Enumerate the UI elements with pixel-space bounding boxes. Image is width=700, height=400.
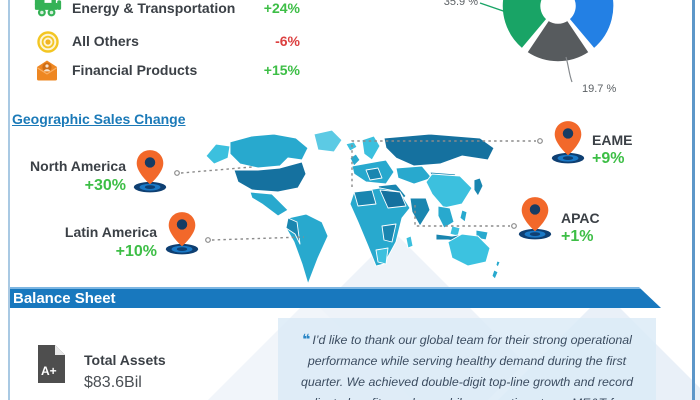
region-change: +1%: [561, 228, 594, 245]
sector-label: Energy & Transportation: [72, 0, 236, 16]
total-assets-label: Total Assets: [84, 352, 166, 368]
sector-label: Financial Products: [72, 62, 198, 78]
donut-label-gray: 19.7 %: [582, 83, 617, 95]
target-icon: [37, 31, 59, 58]
page-border-right: [692, 0, 695, 400]
page-border-left: [8, 0, 10, 400]
executive-quote-text: ❝ I’d like to thank our global team for t…: [295, 329, 639, 400]
parcel-icon: [35, 59, 59, 87]
region-name: APAC: [561, 210, 600, 226]
donut-slice-green: [501, 0, 549, 50]
region-change: +10%: [115, 243, 157, 260]
connector-dot: [174, 170, 180, 176]
segment-donut-chart: [501, 0, 615, 63]
total-assets-block: A+ Total Assets $83.6Bil: [36, 344, 166, 391]
quote-body: I’d like to thank our global team for th…: [301, 333, 633, 400]
total-assets-value: $83.6Bil: [84, 374, 142, 391]
quote-mark-icon: ❝: [302, 331, 310, 347]
map-pin-apac: [516, 196, 554, 245]
locomotive-icon: [34, 0, 62, 23]
world-map: [205, 130, 501, 285]
region-name: Latin America: [64, 224, 157, 240]
sector-change: +24%: [263, 0, 300, 16]
donut-slice-gray: [525, 19, 591, 63]
region-name: EAME: [592, 132, 633, 148]
document-a-plus-icon: A+: [38, 345, 65, 383]
map-pin-latin-america: [163, 211, 201, 260]
sector-change: +15%: [263, 62, 300, 78]
sector-label: All Others: [72, 33, 139, 49]
executive-quote-box: ❝ I’d like to thank our global team for t…: [278, 318, 656, 400]
map-pin-eame: [549, 120, 587, 169]
map-pin-north-america: [131, 149, 169, 198]
region-change: +9%: [592, 150, 625, 167]
connector-dot: [537, 138, 543, 144]
balance-sheet-title: Balance Sheet: [13, 290, 116, 307]
sector-change: -6%: [275, 33, 300, 49]
region-name: North America: [30, 158, 126, 174]
balance-sheet-banner: Balance Sheet: [9, 287, 661, 308]
region-change: +30%: [84, 177, 126, 194]
donut-slice-blue: [567, 0, 615, 50]
donut-label-green: 35.9 %: [443, 0, 478, 8]
geographic-sales-heading: Geographic Sales Change: [12, 111, 186, 127]
document-badge-text: A+: [41, 364, 57, 378]
